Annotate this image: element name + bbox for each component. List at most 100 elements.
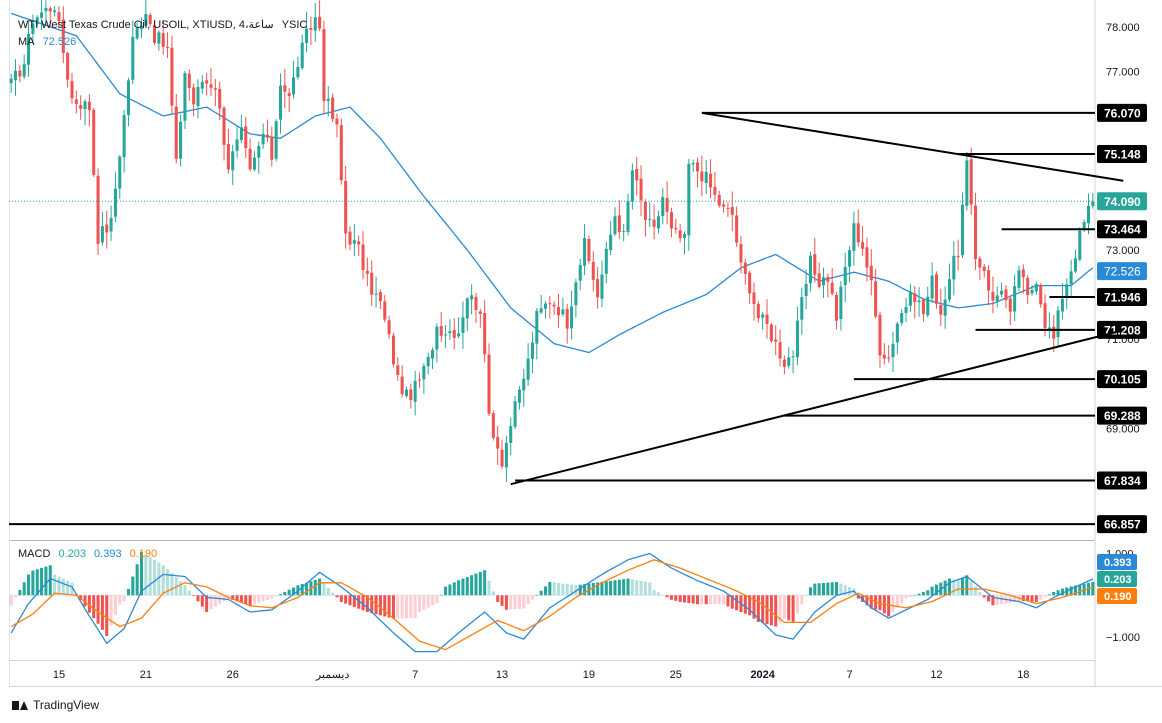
candle-body — [183, 73, 187, 121]
candle-body — [270, 137, 274, 160]
price-tick-label: 73.000 — [1106, 245, 1140, 257]
candle-body — [83, 101, 87, 110]
candle — [261, 123, 265, 149]
candle-body — [244, 126, 248, 149]
candle-body — [109, 217, 113, 232]
macd-histogram-bar — [895, 595, 899, 608]
macd-histogram-bar — [674, 595, 678, 601]
candle-body — [448, 331, 452, 334]
candle-body — [344, 181, 348, 234]
macd-histogram-bar — [535, 595, 539, 596]
candle — [539, 294, 543, 315]
macd-histogram-bar — [96, 595, 100, 624]
candle — [821, 267, 826, 298]
candle-body — [835, 294, 839, 321]
macd-histogram-bar — [118, 595, 122, 605]
candle — [331, 93, 335, 123]
level-label: 67.834 — [1104, 474, 1141, 488]
candle — [70, 73, 74, 104]
macd-histogram-bar — [778, 595, 782, 623]
macd-histogram-bar — [274, 595, 278, 597]
candle — [1017, 265, 1021, 292]
candle-body — [248, 148, 252, 170]
candle — [1021, 264, 1025, 294]
candle-body — [18, 70, 22, 77]
macd-histogram-bar — [704, 595, 708, 605]
candle-body — [865, 247, 869, 268]
candle-body — [1043, 303, 1047, 328]
candle-body — [396, 365, 400, 375]
macd-histogram-bar — [109, 595, 113, 626]
macd-histogram-bar — [422, 595, 426, 610]
candle — [157, 30, 161, 51]
candle-body — [652, 219, 656, 227]
candle-body — [257, 145, 261, 158]
macd-histogram-bar — [856, 595, 860, 599]
candle-body — [31, 23, 35, 34]
candle-body — [274, 121, 278, 159]
candle — [743, 259, 747, 285]
macd-histogram-bar — [144, 554, 148, 596]
macd-histogram-bar — [292, 587, 296, 596]
macd-histogram-bar — [1043, 595, 1047, 597]
candle-body — [574, 282, 578, 306]
time-tick-label: 25 — [670, 669, 682, 681]
candle — [57, 6, 61, 28]
macd-histogram-bar — [218, 595, 222, 604]
candle — [365, 257, 369, 287]
candle-body — [1030, 290, 1034, 294]
candle — [626, 193, 630, 236]
candle-body — [934, 274, 938, 304]
candle — [1052, 315, 1056, 353]
candle-body — [153, 25, 157, 43]
candle — [913, 286, 917, 319]
instrument-title: WTI West Texas Crude Oil, USOIL, XTIUSD,… — [18, 19, 274, 31]
candle-body — [474, 296, 478, 310]
candle — [205, 72, 209, 96]
macd-histogram-bar — [313, 579, 317, 596]
candle-body — [817, 273, 821, 287]
macd-histogram-bar — [1013, 595, 1017, 602]
macd-histogram-bar — [665, 595, 669, 598]
candle-body — [35, 17, 39, 25]
candle — [96, 168, 100, 255]
candle-body — [1052, 326, 1056, 339]
candle-body — [196, 86, 200, 106]
candle-body — [908, 291, 912, 306]
candle-body — [231, 151, 235, 171]
macd-histogram-bar — [409, 595, 413, 619]
candle — [1004, 285, 1008, 309]
ma-value: 72.526 — [42, 36, 77, 48]
candle — [678, 224, 682, 243]
macd-histogram-bar — [431, 595, 435, 606]
candle — [9, 73, 13, 93]
candle-body — [409, 389, 413, 401]
candle — [287, 87, 291, 113]
macd-histogram-bar — [265, 595, 269, 600]
candle — [835, 292, 839, 330]
candle — [852, 211, 856, 266]
candle-body — [1000, 290, 1004, 295]
current-price-badge — [1097, 192, 1147, 211]
tradingview-logo[interactable]: TradingView — [12, 698, 99, 712]
candle — [630, 163, 634, 210]
candle-body — [113, 188, 117, 217]
candle-body — [665, 198, 669, 212]
macd-histogram-bar — [930, 586, 934, 596]
candle-body — [782, 359, 786, 367]
macd-histogram-bar — [257, 595, 261, 603]
macd-histogram-bar — [691, 595, 695, 604]
candle — [752, 282, 756, 321]
candle-body — [331, 97, 335, 119]
candle — [309, 16, 313, 46]
candle-body — [778, 342, 782, 359]
candle — [965, 151, 969, 211]
macd-histogram-bar — [1047, 594, 1051, 596]
candle-body — [27, 33, 31, 65]
candle-body — [322, 29, 326, 101]
macd-badge-label: 0.393 — [1104, 557, 1132, 569]
candle — [969, 147, 973, 215]
macd-value-1: 0.203 — [58, 548, 86, 560]
